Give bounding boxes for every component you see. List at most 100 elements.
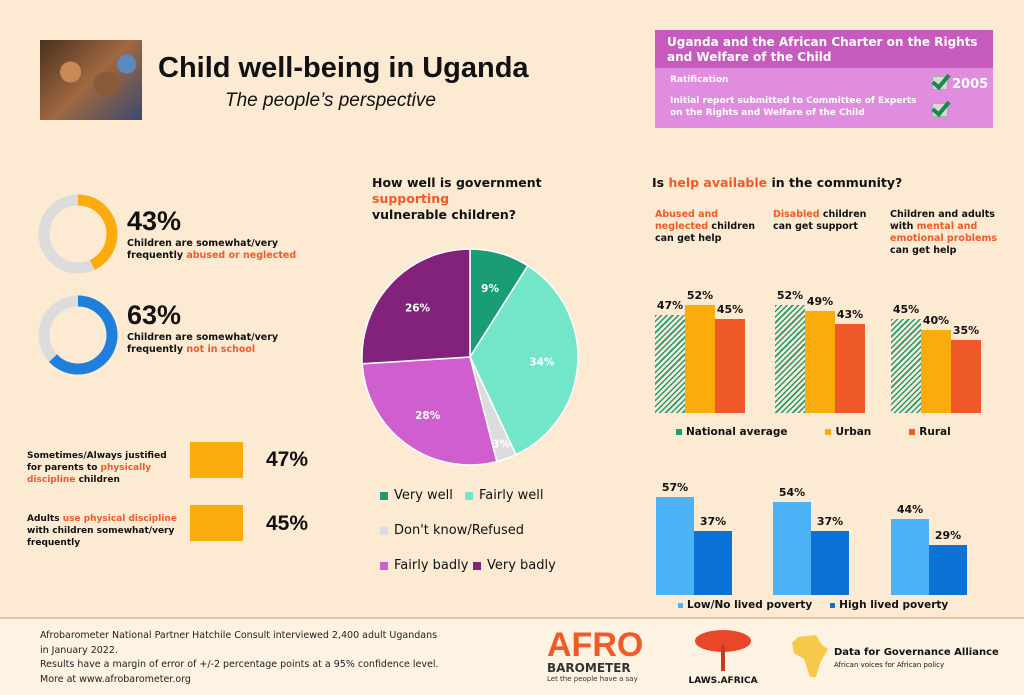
bar-urban [921, 329, 951, 413]
legend-rural: Rural [909, 426, 951, 438]
note-line: Results have a margin of error of +/-2 p… [40, 659, 439, 670]
pie-data-label: 34% [529, 357, 555, 369]
bar-value-label: 29% [934, 529, 962, 543]
text: Adults [27, 514, 63, 524]
bar-value-label: 52% [686, 288, 714, 302]
bar-high-lived-poverty [811, 531, 849, 595]
checkbox-checked-icon [932, 76, 948, 90]
help-legend: National average Urban Rural [676, 426, 951, 438]
highlight: help available [668, 175, 768, 190]
stat-description: Children are somewhat/very frequently ab… [127, 238, 297, 262]
category-label: Children and adults with mental and emot… [890, 209, 1010, 257]
page-title: Child well-being in Uganda [158, 52, 529, 84]
highlight: mental and emotional problems [890, 221, 997, 244]
ratification-year: 2005 [952, 77, 989, 92]
bar-low-no-lived-poverty [773, 502, 811, 595]
discipline-label: Adults use physical discipline with chil… [27, 513, 187, 549]
stat-text: Children are somewhat/very frequently [127, 238, 279, 261]
bar-rural [835, 323, 865, 413]
children-photo [40, 40, 142, 120]
text: with children somewhat/very frequently [27, 526, 175, 548]
pie-slice-very-badly [361, 248, 471, 365]
pie-data-label: 3% [492, 439, 510, 451]
bar-value-label: 49% [806, 295, 834, 309]
report-label-1: Initial report submitted to Committee of… [670, 96, 917, 106]
legend-very-badly: Very badly [473, 558, 556, 573]
d4g-logo: Data for Governance Alliance African voi… [790, 633, 999, 683]
tree-icon [695, 630, 751, 671]
swatch [380, 491, 388, 500]
legend-national: National average [676, 426, 787, 438]
donut-fill [38, 194, 118, 274]
highlight: physically discipline [27, 463, 152, 485]
logo-text: LAWS.AFRICA [688, 676, 758, 686]
logo-tagline: African voices for African policy [834, 661, 945, 669]
bar-value-label: 57% [661, 480, 689, 494]
afrobarometer-logo: AFRO BAROMETER Let the people have a say [547, 626, 644, 683]
label: Rural [919, 426, 951, 438]
bar-rural [951, 340, 981, 413]
highlight: supporting [372, 191, 450, 206]
footer: Afrobarometer National Partner Hatchile … [0, 617, 1024, 695]
text: children can get support [773, 209, 867, 232]
page-subtitle: The people’s perspective [225, 90, 436, 111]
text: in the community? [767, 175, 903, 190]
bar-low-no-lived-poverty [891, 519, 929, 595]
legend-low-poverty: Low/No lived poverty [678, 599, 812, 611]
text: How well is government [372, 175, 542, 190]
text: Sometimes/Always justified for parents t… [27, 451, 167, 473]
label: Don't know/Refused [394, 523, 525, 538]
charter-title: Uganda and the African Charter on the Ri… [655, 30, 993, 68]
logo-text: BAROMETER [547, 661, 631, 675]
note-line: Afrobarometer National Partner Hatchile … [40, 630, 438, 641]
bar-value-label: 37% [699, 515, 727, 529]
bar-value-label: 52% [776, 288, 804, 302]
discipline-value: 45% [266, 512, 309, 535]
stat-text: Children are somewhat/very frequently [127, 332, 279, 355]
text: children can get help [655, 221, 756, 244]
legend-very-well: Very well [380, 488, 453, 503]
bar-value-label: 35% [952, 324, 980, 338]
bar-value-label: 44% [896, 503, 924, 517]
checkbox-checked-icon [932, 103, 948, 117]
donut-school [38, 295, 118, 375]
bar-value-label: 54% [778, 486, 806, 500]
bar-value-label: 47% [656, 299, 684, 313]
bar-value-label: 45% [892, 303, 920, 317]
note-line: More at www.afrobarometer.org [40, 673, 191, 685]
ratification-label: Ratification [670, 75, 729, 85]
stat-highlight: not in school [186, 344, 256, 355]
donut-abused [38, 194, 118, 274]
text: Children and adults with [890, 209, 995, 232]
bar-rural [715, 319, 745, 413]
discipline-value: 47% [266, 448, 309, 471]
logo-text: AFRO [547, 626, 644, 664]
bar-national-average [891, 319, 921, 413]
pie-data-label: 26% [405, 303, 431, 315]
swatch [676, 429, 682, 435]
pie-slice-fairly-well [469, 264, 579, 456]
label: Very badly [487, 558, 556, 573]
swatch [380, 526, 388, 535]
stat-value: 63% [127, 300, 182, 330]
pie-slice-fairly-badly [361, 356, 498, 466]
highlight: use physical discipline [62, 514, 177, 524]
bar-value-label: 40% [922, 313, 950, 327]
pie-title: How well is government supporting vulnera… [372, 175, 612, 223]
report-label-2: on the Rights and Welfare of the Child [670, 108, 865, 118]
discipline-label: Sometimes/Always justified for parents t… [27, 450, 182, 486]
legend-urban: Urban [825, 426, 871, 438]
bar-high-lived-poverty [694, 531, 732, 595]
swatch [465, 491, 473, 500]
laws-africa-logo: LAWS.AFRICA [683, 627, 763, 686]
legend-fairly-well: Fairly well [465, 488, 544, 503]
stat-highlight: abused or neglected [186, 250, 297, 261]
africa-map-icon [792, 635, 828, 677]
category-label: Abused and neglected children can get he… [655, 209, 770, 245]
charter-box: Uganda and the African Charter on the Ri… [655, 30, 993, 128]
bar-national-average [775, 304, 805, 413]
swatch [909, 429, 916, 435]
legend-dont-know: Don't know/Refused [380, 523, 524, 538]
label: Low/No lived poverty [687, 599, 813, 611]
label: Fairly badly [394, 558, 469, 573]
